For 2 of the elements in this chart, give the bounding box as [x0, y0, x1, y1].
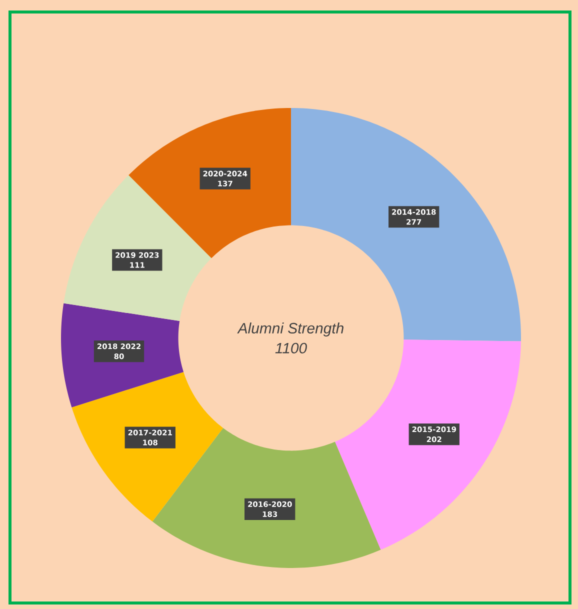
- text: Alumni Strength: [237, 322, 344, 336]
- text: 1100: [275, 342, 307, 354]
